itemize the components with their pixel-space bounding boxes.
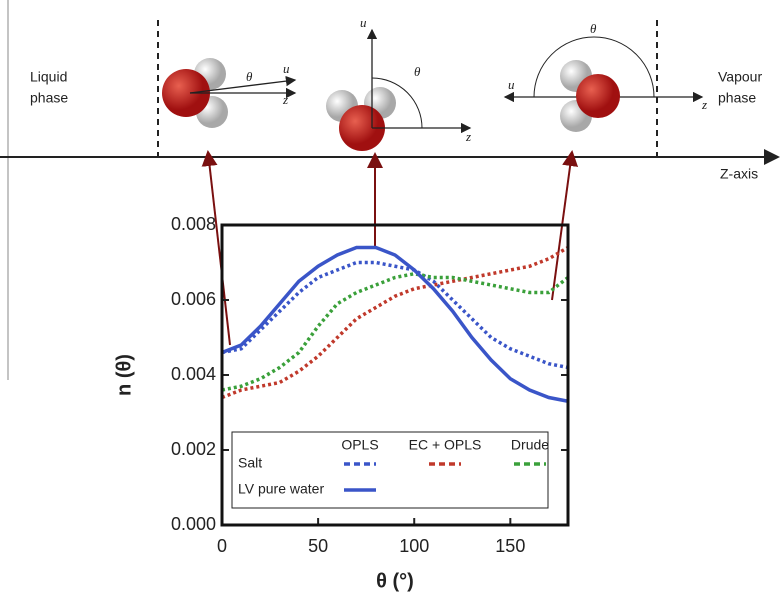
legend-label: Salt: [238, 455, 262, 471]
vector-label: u: [360, 15, 367, 30]
y-tick-label: 0.008: [171, 214, 216, 234]
phase-label: phase: [30, 90, 68, 106]
phase-label: phase: [718, 90, 756, 106]
angle-arc: [533, 36, 655, 98]
x-tick-label: 0: [217, 536, 227, 556]
legend-label: LV pure water: [238, 481, 324, 497]
y-tick-label: 0.000: [171, 514, 216, 534]
y-tick-label: 0.006: [171, 289, 216, 309]
x-axis-label: θ (°): [376, 570, 414, 592]
chart: 0.000 0.002 0.004 0.006 0.008 0 50 100 150 θ (°) n…: [113, 214, 570, 592]
oxygen: [162, 69, 210, 117]
vector-label: u: [283, 61, 290, 76]
vector: [189, 75, 297, 94]
x-tick-label: 100: [399, 536, 429, 556]
y-tick-label: 0.004: [171, 364, 216, 384]
series-line: [221, 271, 570, 392]
vector-label: z: [465, 129, 471, 144]
series-line: [221, 260, 569, 370]
vector-label: u: [508, 77, 515, 92]
phase-label: Vapour: [718, 69, 762, 85]
legend-header: OPLS: [341, 437, 378, 453]
axis-label: Z-axis: [720, 166, 758, 182]
series-line: [221, 245, 569, 400]
y-tick-label: 0.002: [171, 439, 216, 459]
y-axis-label: n (θ): [113, 354, 135, 396]
vector-label: z: [701, 97, 707, 112]
vector-label: z: [282, 92, 288, 107]
angle-label: θ: [590, 21, 597, 36]
oxygen: [339, 105, 385, 151]
oxygen: [576, 74, 620, 118]
x-tick-label: 150: [495, 536, 525, 556]
angle-label: θ: [246, 69, 253, 84]
plot-frame: [220, 223, 570, 527]
x-tick-label: 50: [308, 536, 328, 556]
legend: [231, 431, 549, 509]
legend-header: EC + OPLS: [409, 437, 482, 453]
phase-label: Liquid: [30, 69, 67, 85]
series-line: [221, 245, 569, 403]
legend-header: Drude: [511, 437, 549, 453]
angle-arc: [371, 77, 423, 129]
pointer: [201, 150, 231, 346]
angle-label: θ: [414, 64, 421, 79]
